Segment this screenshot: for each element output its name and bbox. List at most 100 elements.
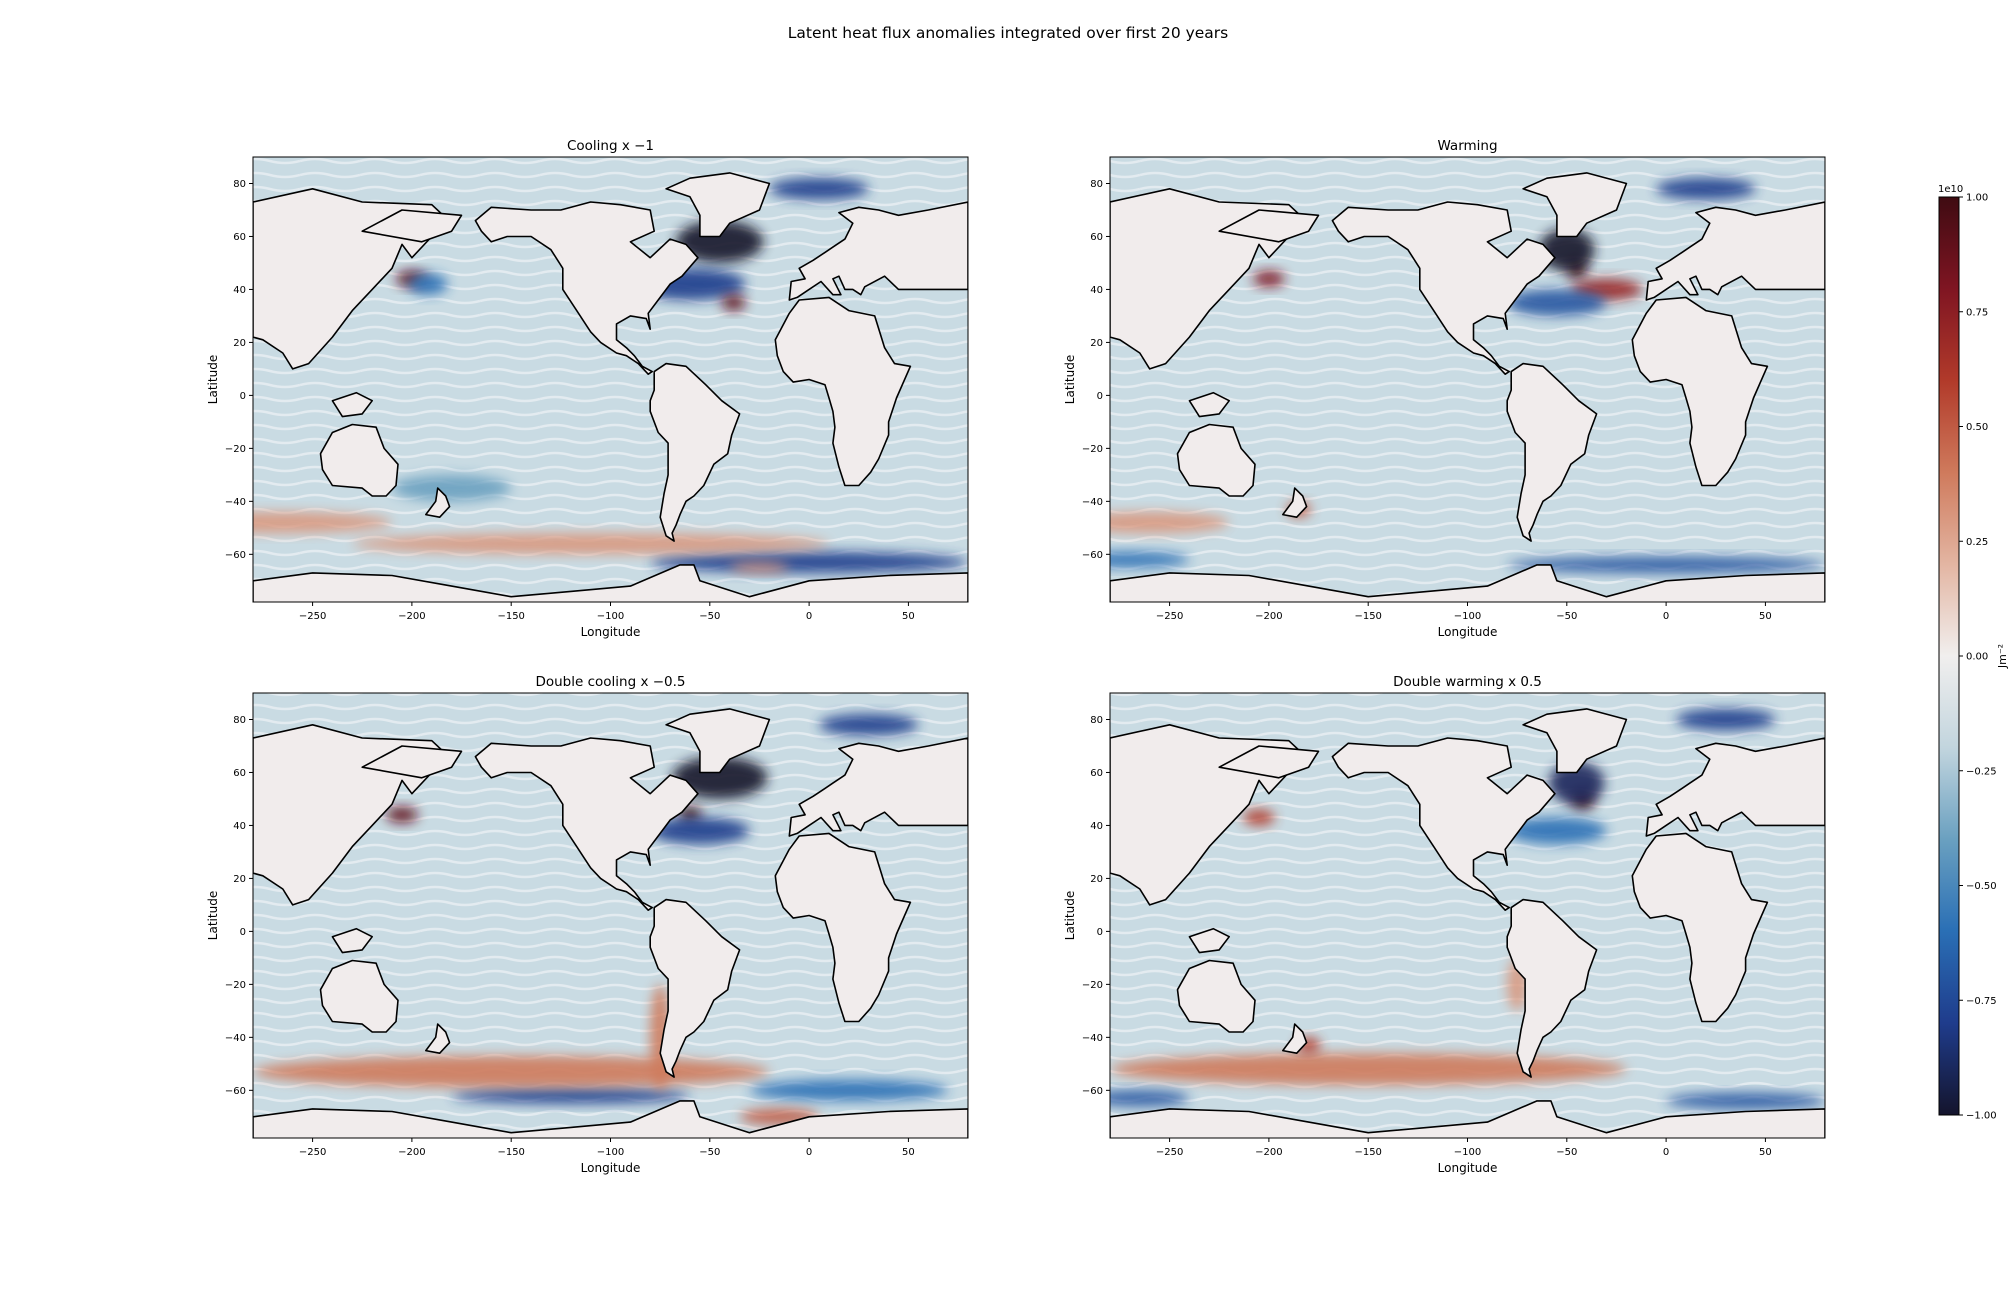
anomaly-patch	[1110, 551, 1190, 568]
anomaly-patch	[1110, 1053, 1627, 1086]
panel-title: Cooling x −1	[567, 138, 654, 154]
x-tick-label: 0	[806, 1147, 812, 1158]
anomaly-patch	[650, 551, 968, 573]
land-mass	[1176, 959, 1256, 1033]
y-tick-label: −60	[1082, 550, 1103, 561]
y-tick-label: 60	[233, 232, 246, 243]
land-mass	[253, 1100, 968, 1138]
x-tick-label: −200	[398, 611, 425, 622]
panel-title: Double warming x 0.5	[1393, 674, 1542, 690]
anomaly-patch	[1253, 270, 1285, 287]
land-mass	[1522, 708, 1628, 774]
x-axis-label: Longitude	[581, 625, 641, 639]
land-mass	[424, 1023, 451, 1054]
x-tick-label: −150	[497, 611, 524, 622]
land-mass	[1218, 745, 1320, 779]
anomaly-patch	[1507, 556, 1825, 573]
colorbar: 1e10 Jm⁻² 1.00 0.75 0.50 0.25 0.00 −0.25 −0.50…	[1938, 184, 2009, 1122]
land-mass	[774, 296, 912, 487]
colorbar-tick-label: 0.25	[1966, 537, 1988, 548]
y-tick-label: 0	[1097, 391, 1103, 402]
anomaly-patch	[729, 562, 790, 573]
anomaly-patch	[676, 220, 764, 263]
x-tick-label: 0	[1663, 1147, 1669, 1158]
land-mass	[665, 708, 771, 774]
x-axis-label: Longitude	[1438, 1161, 1498, 1175]
anomaly-patch	[1666, 1092, 1825, 1109]
anomaly-patch	[1507, 289, 1607, 316]
y-tick-label: −40	[1082, 497, 1103, 508]
anomaly-patch	[769, 178, 869, 200]
y-tick-label: 20	[233, 874, 246, 885]
anomaly-patch	[819, 714, 919, 736]
land-mass	[1110, 1100, 1825, 1138]
anomaly-patch	[392, 474, 512, 502]
land-mass	[1645, 201, 1825, 301]
land-mass	[1188, 927, 1230, 954]
y-axis-label: Latitude	[206, 891, 220, 940]
land-mass	[1506, 362, 1598, 542]
land-mass	[1506, 898, 1598, 1078]
land-mass	[788, 737, 968, 837]
map-panel-4: Double warming x 0.5−250 −200 −150 −100 −50 0…	[1063, 674, 1826, 1175]
land-mass	[361, 209, 463, 243]
anomaly-patch	[253, 1055, 770, 1088]
colorbar-tick-label: 1.00	[1966, 193, 1988, 204]
land-mass	[649, 898, 741, 1078]
anomaly-patch	[1676, 708, 1776, 731]
y-tick-label: −20	[1082, 980, 1103, 991]
land-mass	[665, 172, 771, 238]
panel-title: Warming	[1437, 138, 1497, 154]
land-mass	[1631, 296, 1769, 487]
anomaly-patch	[650, 817, 750, 844]
x-tick-label: −250	[299, 1147, 326, 1158]
land-mass	[331, 927, 374, 954]
x-tick-label: −250	[1156, 1147, 1183, 1158]
x-tick-label: −250	[299, 611, 326, 622]
x-tick-label: −150	[497, 1147, 524, 1158]
x-tick-label: −100	[1454, 1147, 1481, 1158]
x-tick-label: 50	[902, 1147, 915, 1158]
colorbar-tick-label: 0.50	[1966, 422, 1988, 433]
y-tick-label: 80	[1090, 715, 1103, 726]
land-mass	[1188, 391, 1230, 418]
map-panel-1: Cooling x −1−250 −200 −150 −100 −50 0 50806040…	[206, 138, 969, 639]
colorbar-gradient	[1938, 196, 1960, 1116]
land-mass	[1631, 832, 1769, 1023]
y-tick-label: −20	[225, 980, 246, 991]
x-tick-label: 50	[902, 611, 915, 622]
y-tick-label: −40	[225, 1033, 246, 1044]
map-panel-3: Double cooling x −0.5−250 −200 −150 −100 −50…	[206, 674, 969, 1175]
x-tick-label: −200	[1255, 1147, 1282, 1158]
x-tick-label: −150	[1354, 611, 1381, 622]
land-mass	[253, 564, 968, 602]
panel-title: Double cooling x −0.5	[535, 674, 685, 690]
y-tick-label: 60	[1090, 232, 1103, 243]
land-mass	[649, 362, 741, 542]
land-mass	[319, 423, 399, 497]
y-tick-label: −60	[225, 550, 246, 561]
y-tick-label: 80	[233, 179, 246, 190]
y-tick-label: 0	[240, 391, 246, 402]
x-tick-label: 0	[1663, 611, 1669, 622]
anomaly-patch	[1110, 511, 1230, 534]
anomaly-patch	[749, 1079, 949, 1101]
y-tick-label: 60	[233, 768, 246, 779]
y-tick-label: 80	[1090, 179, 1103, 190]
x-tick-label: −200	[1255, 611, 1282, 622]
land-mass	[474, 737, 699, 912]
x-tick-label: −100	[597, 611, 624, 622]
anomaly-patch	[451, 1087, 690, 1104]
anomaly-patch	[1110, 1090, 1190, 1107]
land-mass	[474, 201, 699, 376]
anomaly-patch	[1656, 178, 1756, 200]
land-mass	[1522, 172, 1628, 238]
anomaly-patch	[253, 511, 392, 534]
x-tick-label: −50	[1556, 1147, 1577, 1158]
land-mass	[788, 201, 968, 301]
land-mass	[424, 487, 451, 519]
anomaly-patch	[386, 806, 418, 823]
colorbar-tick-label: −0.25	[1966, 766, 1997, 777]
colorbar-exponent: 1e10	[1938, 184, 1963, 195]
x-tick-label: −50	[699, 1147, 720, 1158]
